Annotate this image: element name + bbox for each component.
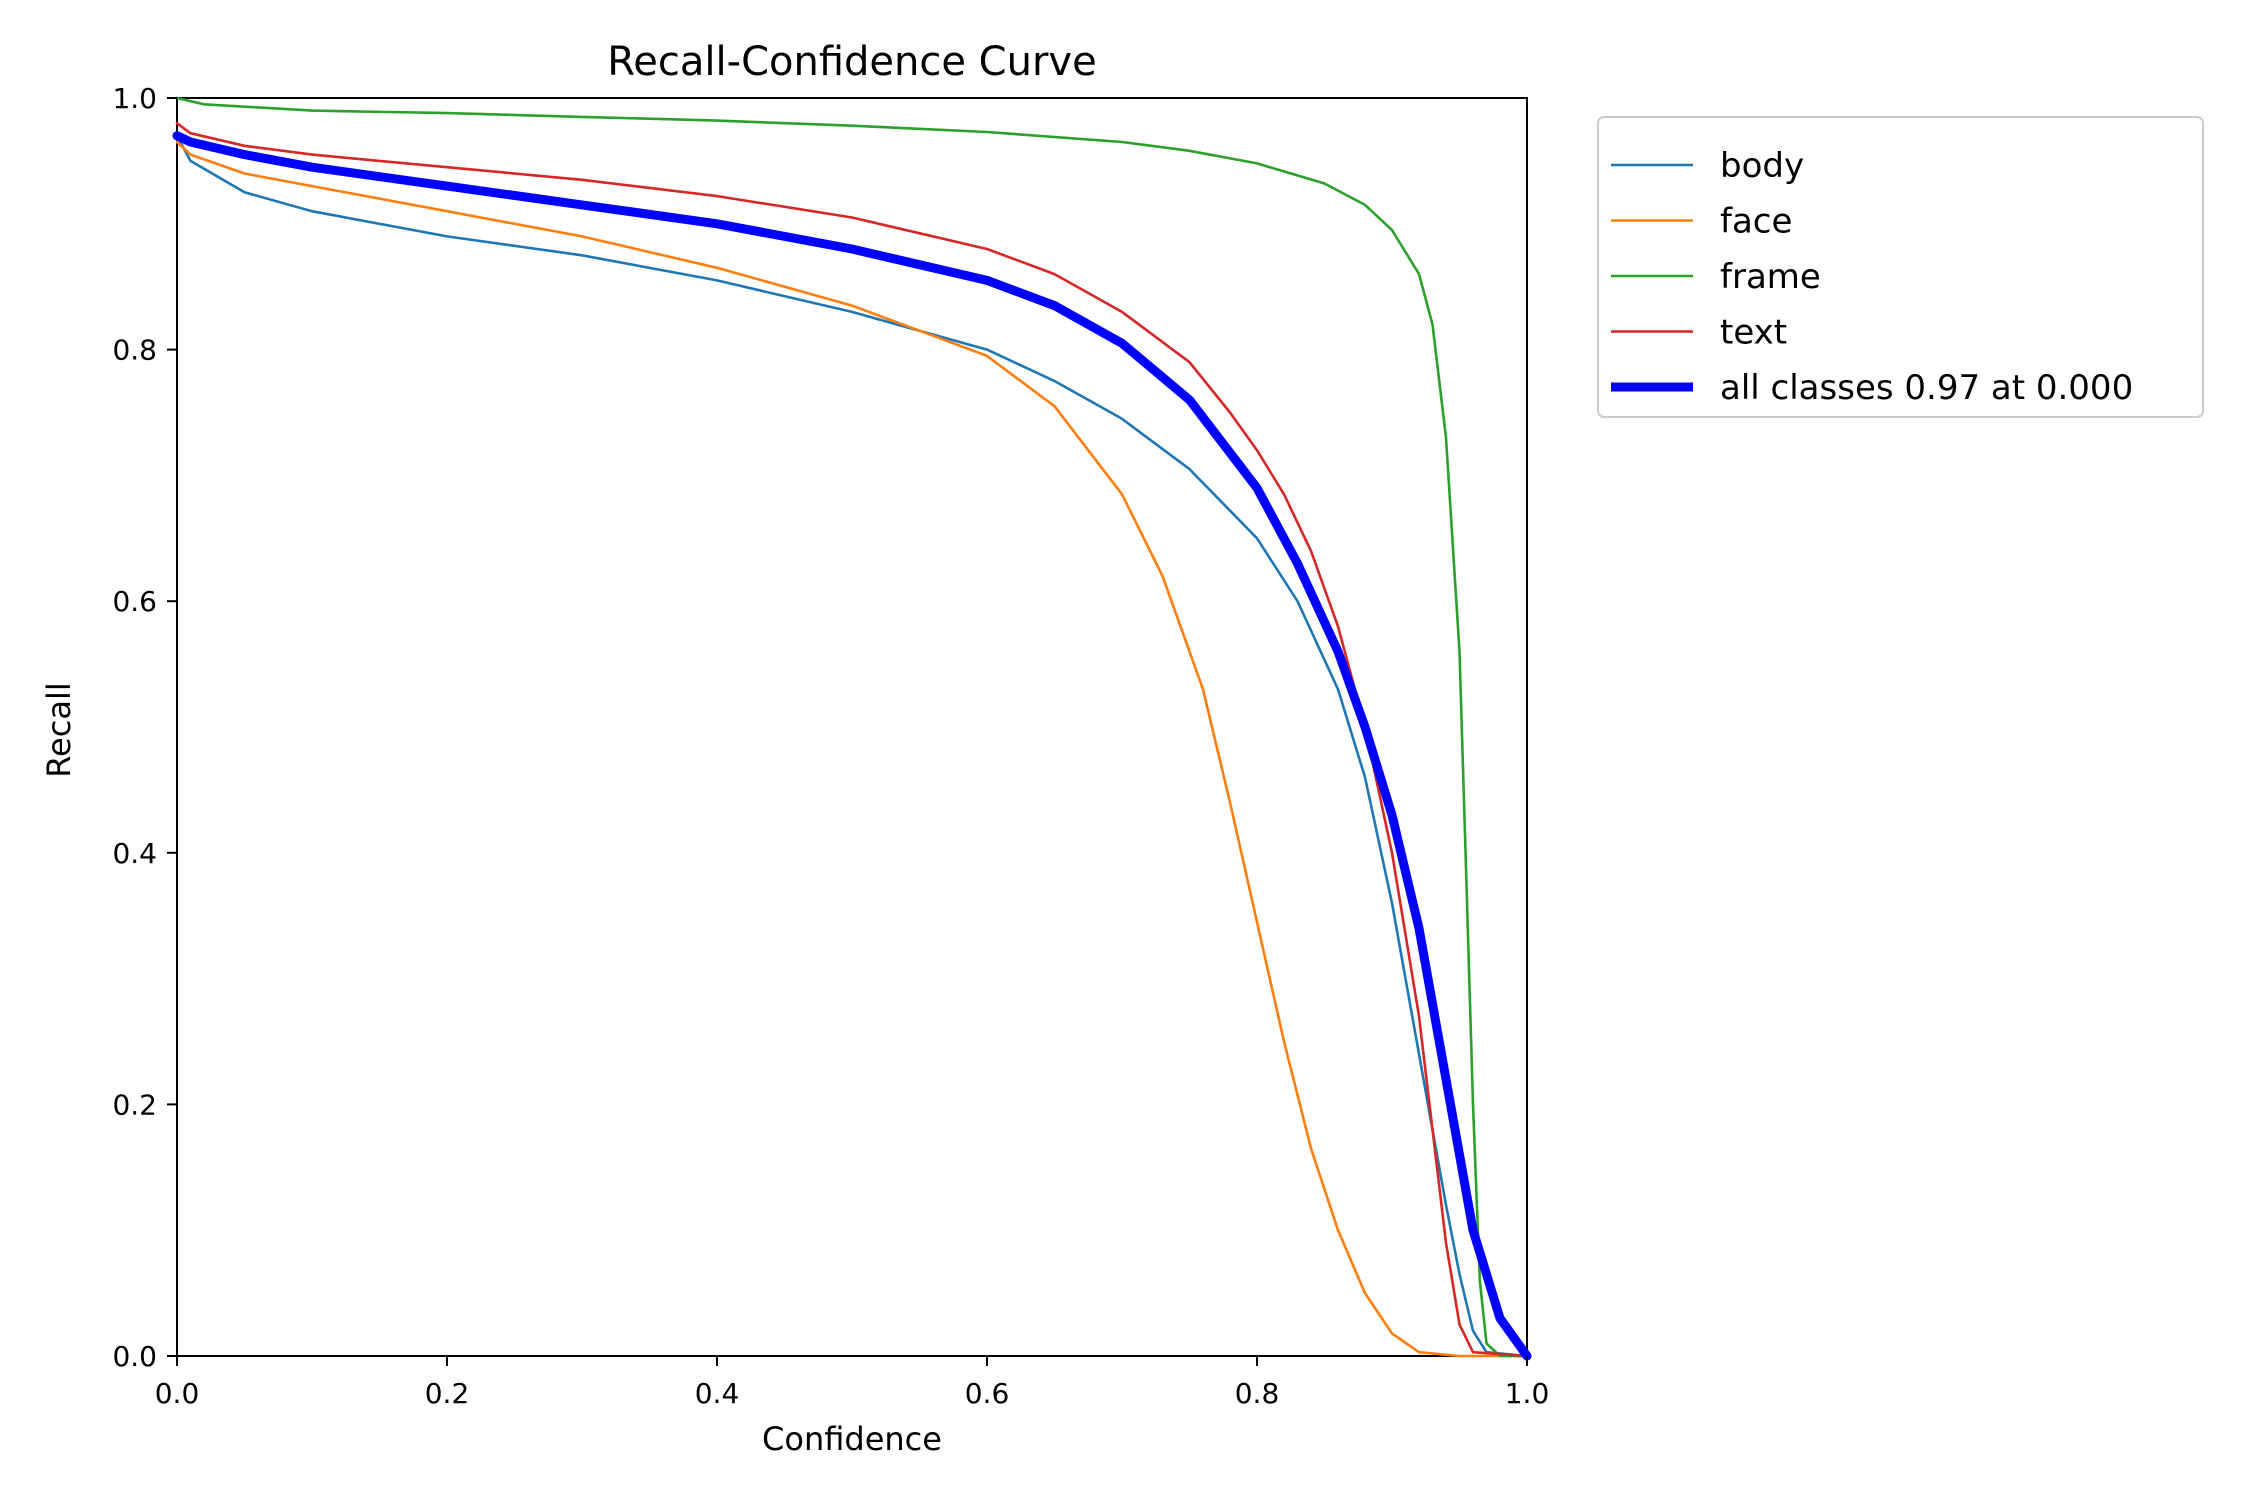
y-tick-label: 1.0 [112, 82, 157, 115]
y-tick-label: 0.2 [112, 1088, 157, 1121]
series-line-body [175, 134, 1529, 1358]
legend-label-frame: frame [1720, 257, 1821, 297]
x-tick-label: 0.2 [425, 1377, 470, 1410]
y-tick-label: 0.8 [112, 334, 157, 367]
series-line-all-classes-0-97-at-0-000 [172, 131, 1532, 1361]
plot-area: 0.0 0.2 0.4 0.6 0.8 1.0 0.0 0.2 0.4 0.6 0.8 1.0 [112, 82, 1549, 1410]
x-axis-ticks: 0.0 0.2 0.4 0.6 0.8 1.0 [155, 1356, 1550, 1410]
series-line-text [175, 121, 1529, 1358]
x-tick-label: 0.8 [1235, 1377, 1280, 1410]
y-tick-label: 0.4 [112, 837, 157, 870]
x-tick-label: 0.0 [155, 1377, 200, 1410]
x-tick-label: 0.6 [965, 1377, 1010, 1410]
axes-frame [176, 97, 1528, 1357]
series-line-face [175, 140, 1529, 1358]
legend-label-body: body [1720, 146, 1804, 186]
series-layer [172, 96, 1532, 1361]
x-tick-label: 1.0 [1505, 1377, 1550, 1410]
x-axis-label: Confidence [762, 1420, 942, 1458]
legend-box [1597, 116, 2204, 418]
legend: body face frame text all classes 0.97 at 0.0… [1597, 116, 2204, 418]
series-line-frame [175, 96, 1529, 1358]
y-axis-ticks: 0.0 0.2 0.4 0.6 0.8 1.0 [112, 82, 177, 1373]
y-tick-label: 0.6 [112, 585, 157, 618]
chart-title: Recall-Confidence Curve [607, 39, 1096, 85]
legend-label-all-classes-0-97-at-0-000: all classes 0.97 at 0.000 [1720, 368, 2133, 408]
legend-label-face: face [1720, 202, 1792, 242]
legend-label-text: text [1720, 313, 1787, 353]
y-tick-label: 0.0 [112, 1340, 157, 1373]
x-tick-label: 0.4 [695, 1377, 740, 1410]
y-axis-label: Recall [40, 682, 78, 777]
